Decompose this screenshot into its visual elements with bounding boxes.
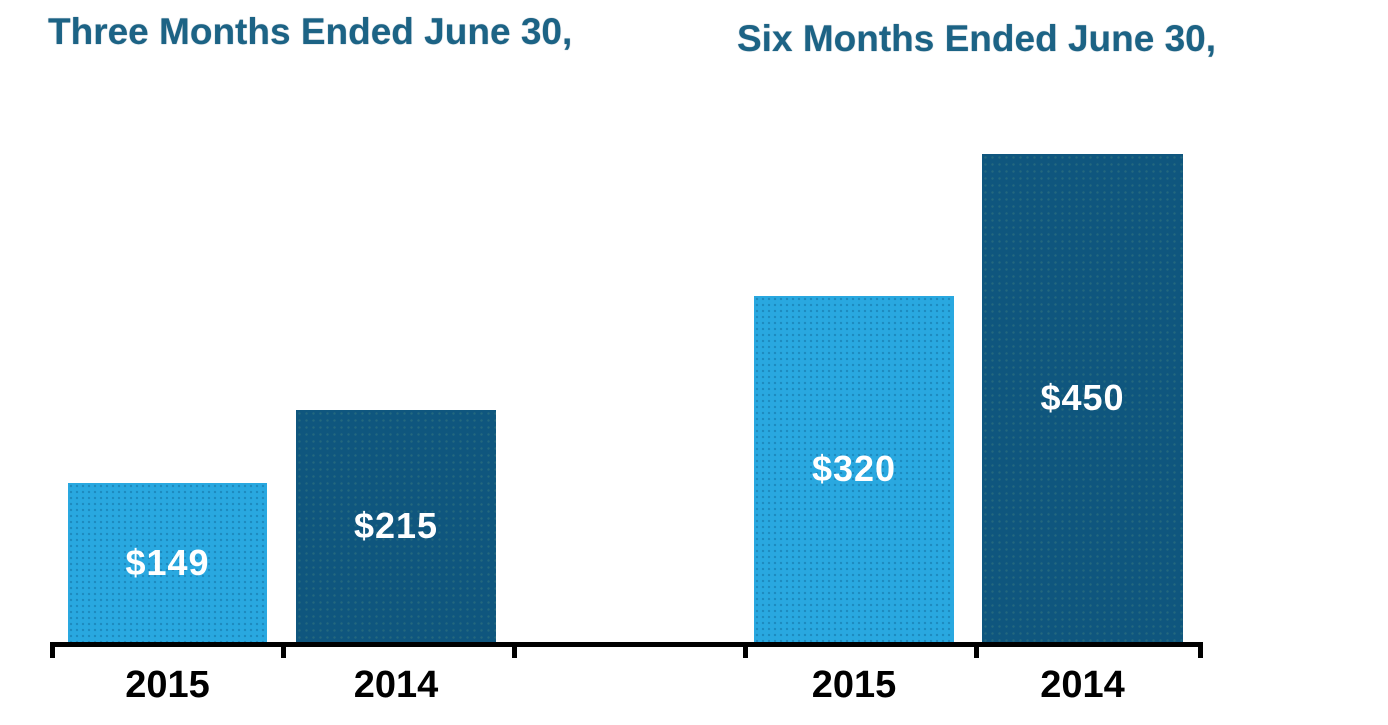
- bar-value-label-450: $450: [1040, 377, 1125, 418]
- x-axis-tick: [974, 642, 979, 658]
- bar-value-label-215: $215: [353, 505, 439, 546]
- x-axis-tick: [281, 642, 286, 658]
- bar-2015-six-months: $320: [754, 296, 954, 642]
- x-axis-label-2014-six-months: 2014: [1040, 664, 1125, 706]
- bar-2014-six-months: $450: [982, 154, 1183, 642]
- bar-value-label-149: $149: [125, 541, 210, 583]
- x-axis-label-2015-six-months: 2015: [811, 664, 897, 706]
- x-axis-tick: [743, 642, 748, 658]
- x-axis-tick: [512, 642, 517, 658]
- x-axis-tick: [50, 642, 55, 658]
- x-axis-label-2015-three-months: 2015: [125, 664, 210, 706]
- group-title-three-months: Three Months Ended June 30,: [48, 11, 573, 52]
- x-axis-line: [50, 642, 1203, 647]
- bar-2015-three-months: $149: [68, 483, 267, 642]
- x-axis-tick: [1198, 642, 1203, 658]
- group-title-six-months: Six Months Ended June 30,: [737, 18, 1217, 59]
- bar-2014-three-months: $215: [296, 410, 496, 642]
- x-axis-label-2014-three-months: 2014: [353, 664, 439, 706]
- bar-value-label-320: $320: [811, 448, 897, 489]
